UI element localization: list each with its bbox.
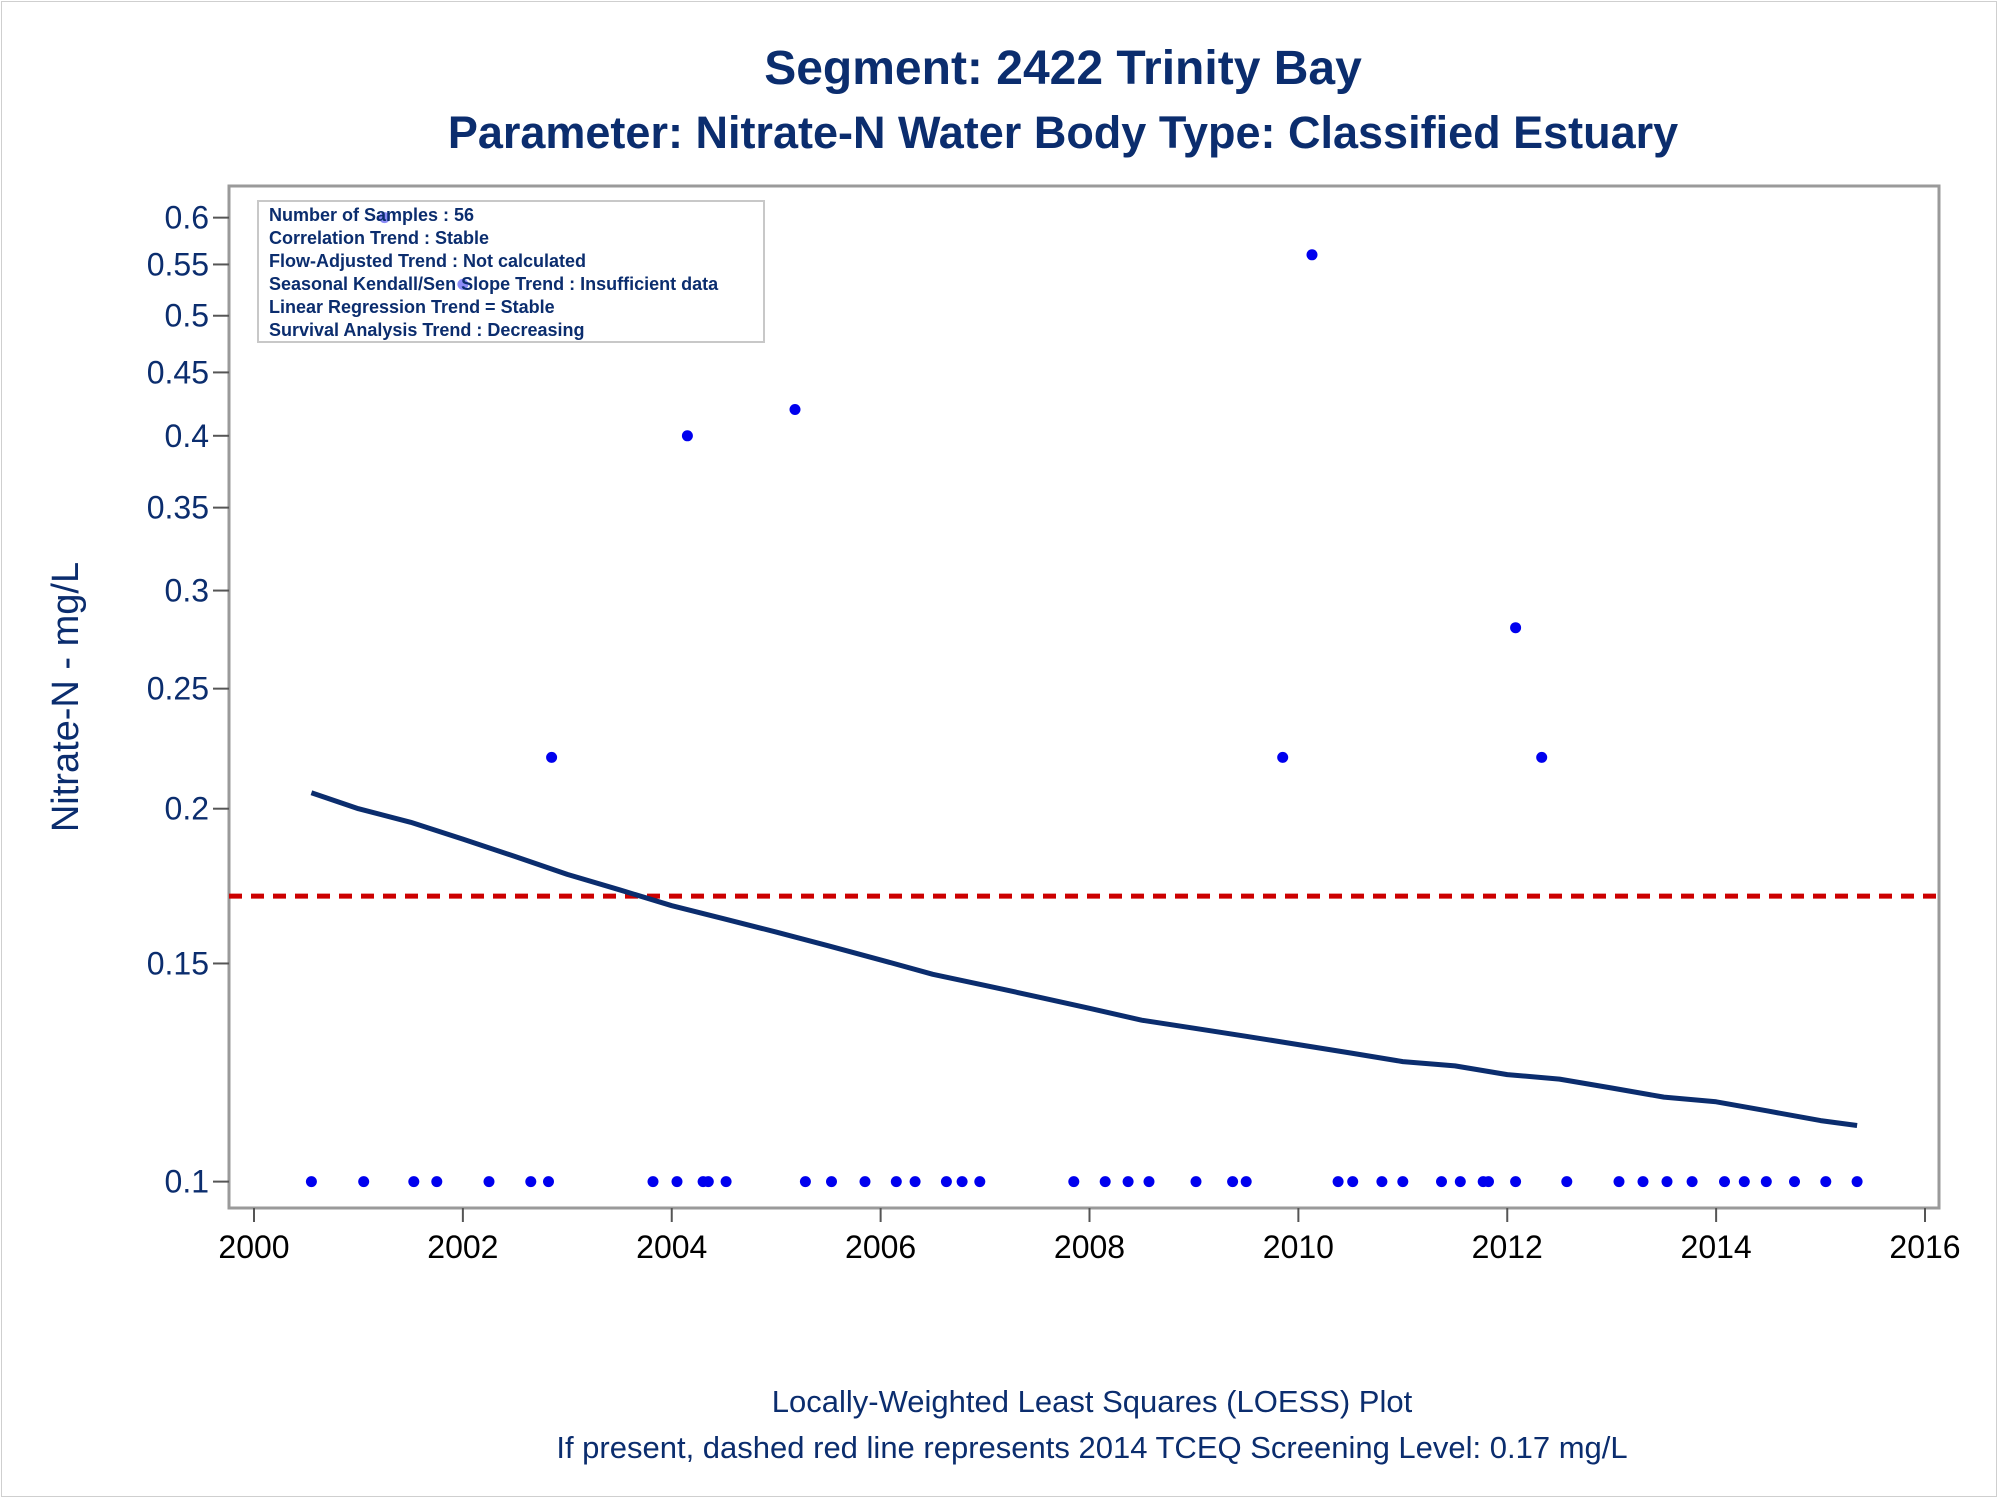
y-tick-label: 0.5 bbox=[165, 298, 209, 334]
data-point bbox=[543, 1176, 554, 1188]
stats-line-correlation: Correlation Trend : Stable bbox=[269, 228, 489, 248]
x-tick-label: 2012 bbox=[1472, 1229, 1543, 1265]
data-point bbox=[1122, 1176, 1134, 1188]
data-point bbox=[1536, 751, 1548, 763]
y-axis-label: Nitrate-N - mg/L bbox=[45, 562, 87, 832]
data-point bbox=[431, 1176, 443, 1188]
y-tick-label: 0.6 bbox=[165, 200, 209, 236]
data-point bbox=[1277, 751, 1289, 763]
chart-title: Segment: 2422 Trinity Bay bbox=[764, 42, 1362, 95]
y-tick-label: 0.15 bbox=[147, 945, 209, 981]
data-point bbox=[647, 1176, 659, 1188]
data-point bbox=[1454, 1176, 1466, 1188]
data-point bbox=[974, 1176, 986, 1188]
data-point bbox=[1760, 1176, 1772, 1188]
data-point bbox=[483, 1176, 495, 1188]
stats-line-survival-analysis: Survival Analysis Trend : Decreasing bbox=[269, 320, 584, 340]
y-tick-label: 0.45 bbox=[147, 354, 209, 390]
data-point bbox=[1240, 1176, 1252, 1188]
data-point bbox=[702, 1176, 714, 1188]
data-point bbox=[1397, 1176, 1409, 1188]
data-point bbox=[1820, 1176, 1832, 1188]
x-tick-label: 2008 bbox=[1054, 1229, 1125, 1265]
stats-box-border bbox=[257, 200, 765, 343]
loess-curve bbox=[310, 790, 1858, 1128]
y-tick-label: 0.1 bbox=[165, 1164, 209, 1200]
y-tick-label: 0.35 bbox=[147, 490, 209, 526]
x-tick-label: 2006 bbox=[845, 1229, 916, 1265]
data-point bbox=[789, 404, 801, 415]
data-point bbox=[1099, 1176, 1111, 1188]
data-point bbox=[671, 1176, 683, 1188]
data-point bbox=[1347, 1176, 1359, 1188]
y-tick-label: 0.3 bbox=[165, 573, 209, 609]
data-point bbox=[1561, 1176, 1573, 1188]
footnote-screening-level: If present, dashed red line represents 2… bbox=[556, 1430, 1627, 1465]
data-point bbox=[720, 1176, 732, 1188]
chart-subtitle: Parameter: Nitrate-N Water Body Type: Cl… bbox=[448, 107, 1678, 158]
data-point bbox=[1227, 1176, 1239, 1188]
data-point bbox=[1686, 1176, 1698, 1188]
data-point bbox=[1332, 1176, 1344, 1188]
x-tick-label: 2014 bbox=[1681, 1229, 1752, 1265]
data-point bbox=[305, 1176, 317, 1188]
data-point bbox=[525, 1176, 537, 1188]
data-point bbox=[1719, 1176, 1730, 1188]
x-axis: 2000 2002 2004 2006 2008 2010 2012 2014 2016 bbox=[218, 1208, 1961, 1265]
data-point bbox=[1510, 622, 1522, 634]
data-point bbox=[1613, 1176, 1625, 1188]
stats-line-seasonal-kendall: Seasonal Kendall/Sen Slope Trend : Insuf… bbox=[269, 274, 719, 294]
data-point bbox=[1436, 1176, 1447, 1188]
data-point bbox=[681, 430, 693, 442]
data-point bbox=[1068, 1176, 1080, 1188]
stats-box: Number of Samples : 56 Correlation Trend… bbox=[257, 200, 765, 343]
x-tick-label: 2004 bbox=[636, 1229, 707, 1265]
data-point bbox=[408, 1176, 420, 1188]
data-point bbox=[1143, 1176, 1155, 1188]
data-point bbox=[909, 1176, 921, 1188]
x-tick-label: 2016 bbox=[1889, 1229, 1960, 1265]
data-point bbox=[1510, 1176, 1522, 1188]
stats-line-linear-regression: Linear Regression Trend = Stable bbox=[269, 297, 555, 317]
data-point bbox=[859, 1176, 871, 1188]
data-point bbox=[826, 1176, 837, 1188]
data-point bbox=[1738, 1176, 1750, 1188]
data-point bbox=[1661, 1176, 1673, 1188]
x-tick-label: 2010 bbox=[1263, 1229, 1334, 1265]
data-point bbox=[1483, 1176, 1494, 1188]
data-point bbox=[358, 1176, 370, 1188]
x-tick-label: 2002 bbox=[427, 1229, 498, 1265]
y-tick-label: 0.55 bbox=[147, 246, 209, 282]
y-axis: 0.1 0.15 0.2 0.25 0.3 0.35 0.4 0.45 0.5 0.55 0.6 bbox=[147, 200, 229, 1200]
x-tick-label: 2000 bbox=[218, 1229, 289, 1265]
data-point bbox=[890, 1176, 902, 1188]
data-points bbox=[305, 212, 1863, 1188]
data-point bbox=[1306, 249, 1318, 261]
data-point bbox=[1376, 1176, 1388, 1188]
stats-line-samples: Number of Samples : 56 bbox=[269, 205, 474, 225]
stats-line-flow-adjusted: Flow-Adjusted Trend : Not calculated bbox=[269, 251, 586, 271]
y-tick-label: 0.2 bbox=[165, 791, 209, 827]
data-point bbox=[940, 1176, 952, 1188]
data-point bbox=[1851, 1176, 1863, 1188]
data-point bbox=[546, 751, 558, 763]
data-point bbox=[1637, 1176, 1649, 1188]
data-point bbox=[1190, 1176, 1202, 1188]
plot-area bbox=[227, 184, 1941, 1210]
data-point bbox=[956, 1176, 968, 1188]
y-tick-label: 0.25 bbox=[147, 671, 209, 707]
y-tick-label: 0.4 bbox=[165, 418, 209, 454]
footnote-loess: Locally-Weighted Least Squares (LOESS) P… bbox=[772, 1384, 1413, 1419]
data-point bbox=[799, 1176, 811, 1188]
data-point bbox=[1789, 1176, 1800, 1188]
